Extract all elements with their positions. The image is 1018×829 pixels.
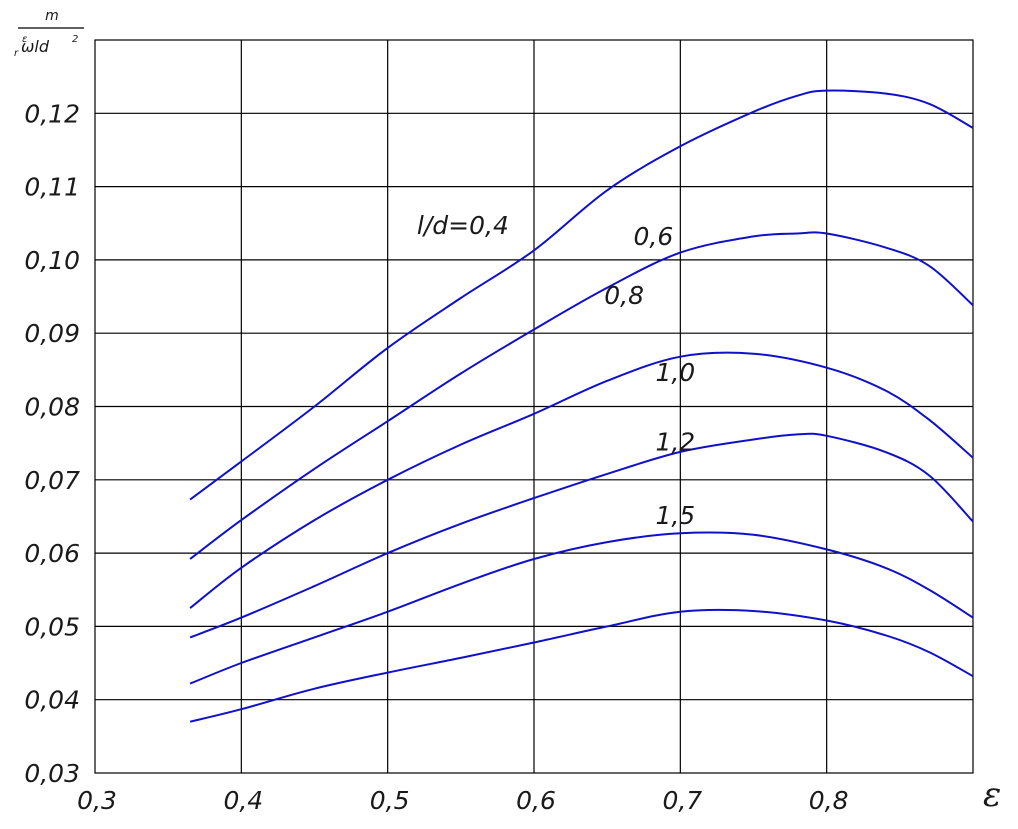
series-line-4 bbox=[189, 531, 974, 685]
series-line-3 bbox=[189, 432, 974, 639]
y-axis-label-power: 2 bbox=[72, 34, 78, 45]
y-tick-label: 0,12 bbox=[24, 99, 80, 128]
y-tick-label: 0,05 bbox=[24, 612, 80, 641]
y-axis-label-prefix: r bbox=[14, 48, 19, 59]
y-tick-label: 0,06 bbox=[24, 539, 80, 568]
y-tick-label: 0,04 bbox=[24, 686, 80, 715]
x-tick-label: 0,4 bbox=[223, 786, 263, 815]
y-axis-label-superscript: ε bbox=[22, 34, 28, 45]
y-tick-label: 0,09 bbox=[24, 319, 80, 348]
y-tick-label: 0,10 bbox=[24, 246, 80, 275]
curve-label-3: 1,0 bbox=[655, 358, 695, 387]
y-tick-label: 0,08 bbox=[24, 393, 80, 422]
series-lines bbox=[189, 89, 974, 723]
y-tick-label: 0,11 bbox=[24, 173, 80, 202]
curve-label-4: 1,2 bbox=[655, 427, 695, 456]
y-axis-label-numerator: m bbox=[45, 8, 59, 24]
y-tick-label: 0,03 bbox=[24, 759, 80, 788]
x-tick-label: 0,8 bbox=[809, 786, 849, 815]
x-tick-label: 0,6 bbox=[516, 786, 556, 815]
curve-label-1: 0,6 bbox=[634, 222, 674, 251]
series-line-0 bbox=[189, 89, 974, 501]
series-line-1 bbox=[189, 231, 974, 560]
curve-label-0: l/d=0,4 bbox=[417, 211, 509, 240]
x-axis-label: ε bbox=[983, 775, 1001, 815]
y-axis-label: m r ε ωld 2 bbox=[14, 8, 84, 59]
grid bbox=[94, 39, 974, 774]
x-tick-label: 0,5 bbox=[370, 786, 410, 815]
series-line-2 bbox=[189, 351, 974, 609]
y-axis-label-body: ωld bbox=[21, 37, 50, 56]
series-line-5 bbox=[189, 608, 974, 723]
x-tick-label: 0,7 bbox=[662, 786, 702, 815]
curve-labels: l/d=0,4 0,6 0,8 1,0 1,2 1,5 bbox=[417, 211, 695, 530]
x-tick-label: 0,3 bbox=[77, 786, 117, 815]
curve-label-5: 1,5 bbox=[655, 501, 695, 530]
y-tick-label: 0,07 bbox=[24, 466, 80, 495]
curve-label-2: 0,8 bbox=[604, 281, 644, 310]
tick-labels: 0,3 0,4 0,5 0,6 0,7 0,8 0,03 0,04 0,05 0,06 0,07 0,… bbox=[24, 99, 848, 815]
